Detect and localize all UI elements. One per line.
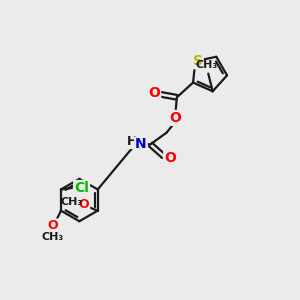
Text: CH₃: CH₃: [196, 60, 218, 70]
Text: N: N: [135, 137, 147, 152]
Text: O: O: [148, 86, 160, 100]
Text: S: S: [193, 54, 203, 68]
Text: CH₃: CH₃: [41, 232, 63, 242]
Text: H: H: [127, 135, 137, 148]
Text: CH₃: CH₃: [60, 197, 82, 207]
Text: O: O: [48, 220, 58, 232]
Text: O: O: [79, 198, 89, 211]
Text: O: O: [164, 151, 176, 165]
Text: O: O: [169, 111, 181, 125]
Text: Cl: Cl: [74, 181, 89, 195]
